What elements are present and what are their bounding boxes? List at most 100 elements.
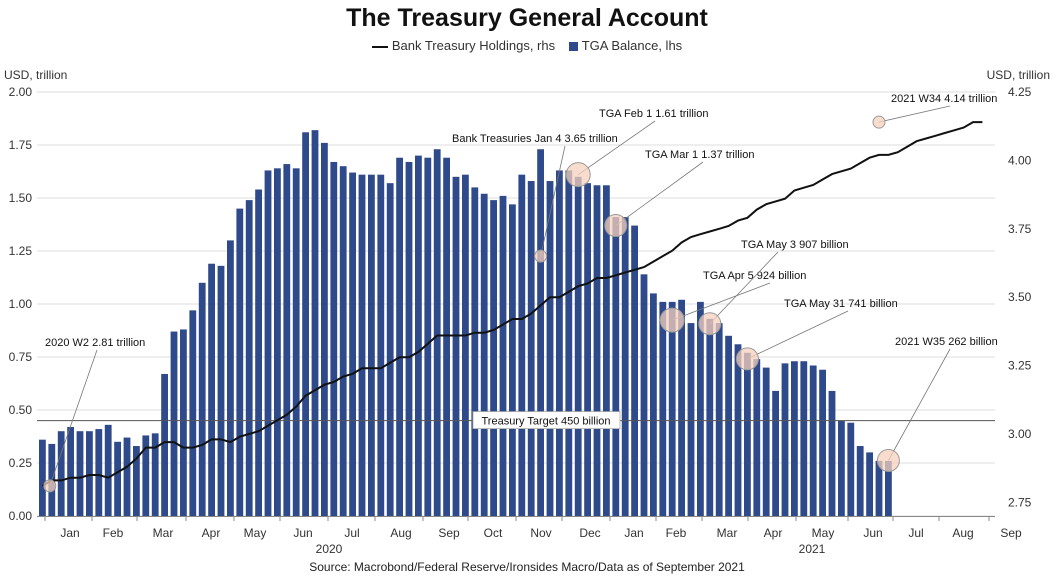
tga-bar — [311, 130, 319, 516]
chart-title: The Treasury General Account — [346, 4, 708, 32]
annotation-leader — [49, 349, 98, 487]
tga-bar — [509, 204, 516, 517]
tga-bar — [349, 172, 356, 516]
month-tick-label: Aug — [390, 526, 411, 540]
annotation-leader — [540, 145, 566, 257]
tga-bar — [245, 200, 253, 516]
tga-bar — [377, 174, 385, 516]
tga-bar — [819, 369, 826, 516]
left-tick-label: 0.00 — [9, 509, 33, 523]
legend-line-label: Bank Treasury Holdings, rhs — [391, 38, 556, 53]
tga-bar — [57, 431, 65, 516]
year-tick-label: 2021 — [799, 542, 826, 556]
month-tick-label: Sep — [1000, 526, 1022, 540]
month-tick-label: May — [812, 526, 835, 540]
annotation-leader — [577, 120, 656, 176]
annotation-label: TGA Feb 1 1.61 trillion — [599, 108, 708, 120]
tga-bar — [809, 365, 817, 516]
annotation-leader — [747, 310, 849, 360]
tga-bar — [255, 189, 262, 516]
annotation-leader — [615, 161, 704, 226]
tga-bar — [396, 157, 403, 516]
year-tick-label: 2020 — [316, 542, 343, 556]
left-tick-label: 0.75 — [9, 350, 33, 364]
tga-bar — [800, 361, 808, 516]
annotation-label: TGA May 3 907 billion — [741, 239, 849, 251]
month-tick-label: Aug — [952, 526, 973, 540]
tga-bar — [499, 195, 507, 516]
tga-bar — [330, 161, 338, 516]
tga-bar — [433, 149, 441, 517]
tga-bar — [659, 301, 667, 516]
month-tick-label: Dec — [579, 526, 600, 540]
month-tick-label: Jan — [624, 526, 643, 540]
treasury-target-label-box — [472, 411, 621, 430]
right-tick-label: 3.75 — [1008, 222, 1032, 236]
annotation-marker — [534, 249, 548, 263]
tga-bar — [612, 217, 620, 516]
annotation-marker — [659, 307, 685, 333]
tga-bar — [302, 132, 309, 516]
annotation-marker — [876, 448, 900, 472]
tga-bar — [462, 174, 469, 516]
tga-bar — [603, 185, 610, 516]
right-tick-label: 3.50 — [1008, 290, 1032, 304]
month-tick-label: Jun — [863, 526, 882, 540]
tga-bar — [715, 323, 723, 516]
month-tick-label: Oct — [484, 526, 503, 540]
tga-bar — [584, 183, 591, 516]
tga-bar — [725, 335, 732, 516]
annotation-marker — [43, 479, 57, 493]
tga-bar — [39, 439, 46, 516]
tga-bar — [170, 331, 178, 516]
tga-bar — [264, 170, 272, 516]
tga-bar — [668, 301, 676, 516]
annotation-label: TGA Mar 1 1.37 trillion — [645, 149, 754, 161]
left-tick-label: 2.00 — [9, 85, 33, 99]
tga-bar — [772, 390, 779, 516]
tga-bar — [734, 344, 742, 516]
tga-bar — [95, 429, 103, 516]
tga-bar — [640, 274, 648, 516]
tga-bar — [151, 433, 159, 516]
tga-bar — [198, 282, 206, 516]
tga-bar — [847, 422, 855, 516]
annotation-marker — [698, 312, 722, 336]
tga-bar — [123, 437, 131, 516]
left-tick-label: 1.00 — [9, 297, 33, 311]
month-tick-label: Sep — [438, 526, 460, 540]
legend-item-line: Bank Treasury Holdings, rhs — [371, 38, 556, 53]
tga-bar — [866, 452, 873, 516]
tga-bar — [227, 240, 234, 516]
right-tick-label: 4.00 — [1008, 153, 1032, 167]
tga-bar — [885, 460, 892, 516]
tga-bar — [490, 200, 497, 516]
annotation-marker — [604, 214, 628, 238]
right-axis-unit: USD, trillion — [987, 68, 1050, 82]
month-tick-label: Mar — [717, 526, 738, 540]
bar-swatch-icon — [568, 42, 578, 52]
tga-bar — [189, 310, 197, 516]
tga-bar — [217, 265, 225, 516]
tga-bar — [386, 183, 394, 516]
tga-bar — [180, 329, 187, 516]
annotation-marker — [565, 162, 591, 188]
annotation-marker — [735, 347, 759, 371]
tga-bar — [161, 373, 168, 516]
month-tick-label: Jun — [293, 526, 312, 540]
left-tick-label: 1.50 — [9, 191, 33, 205]
tga-bar — [443, 157, 450, 516]
tga-bar — [650, 293, 657, 516]
tga-bar — [621, 217, 629, 516]
annotation-leader — [888, 348, 951, 461]
tga-bar — [283, 164, 291, 516]
tga-bar — [762, 367, 770, 516]
tga-bar — [471, 187, 479, 516]
right-tick-label: 3.25 — [1008, 359, 1032, 373]
tga-bar — [546, 181, 554, 517]
tga-bar — [744, 352, 751, 516]
right-tick-label: 3.00 — [1008, 427, 1032, 441]
treasury-target-label: Treasury Target 450 billion — [481, 416, 610, 428]
tga-bar — [208, 263, 215, 516]
month-tick-label: Nov — [530, 526, 551, 540]
